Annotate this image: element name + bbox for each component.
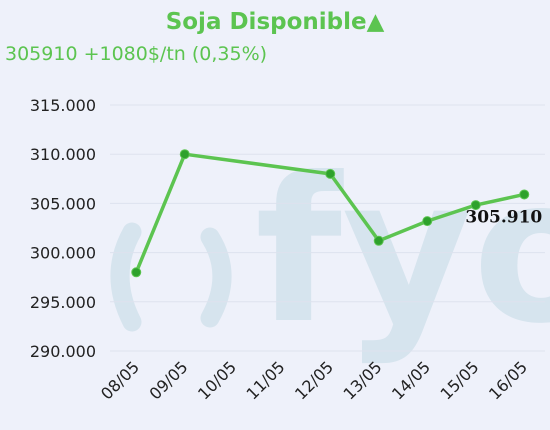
data-labels: 305.910 <box>465 207 542 227</box>
up-arrow-icon: ▲ <box>366 9 385 35</box>
y-tick-label: 300.000 <box>30 244 96 263</box>
title-text: Soja Disponible <box>165 9 367 35</box>
data-point <box>373 235 384 246</box>
x-tick-label: 09/05 <box>146 357 192 403</box>
data-point <box>325 168 336 179</box>
y-tick-label: 295.000 <box>30 293 96 312</box>
data-point <box>179 149 190 160</box>
data-point <box>519 189 530 200</box>
x-tick-label: 10/05 <box>194 357 240 403</box>
series <box>131 149 530 278</box>
price-change-subtitle: 305910 +1080$/tn (0,35%) <box>5 43 268 65</box>
last-value-label: 305.910 <box>465 207 542 227</box>
fyo-watermark-logo: fyo <box>110 135 550 368</box>
data-point <box>470 200 481 211</box>
x-tick-label: 08/05 <box>97 357 143 403</box>
y-tick-label: 315.000 <box>30 96 96 115</box>
y-tick-label: 310.000 <box>30 145 96 164</box>
data-point <box>131 267 142 278</box>
y-tick-label: 305.000 <box>30 194 96 213</box>
watermark-left-paren <box>110 222 142 332</box>
watermark-right-paren <box>200 227 232 328</box>
y-tick-label: 290.000 <box>30 342 96 361</box>
data-point <box>422 216 433 227</box>
watermark-text: fyo <box>255 135 550 368</box>
chart-title: Soja Disponible▲ <box>0 9 550 35</box>
y-axis: 290.000 295.000 300.000 305.000 310.000 315.0… <box>30 96 96 361</box>
